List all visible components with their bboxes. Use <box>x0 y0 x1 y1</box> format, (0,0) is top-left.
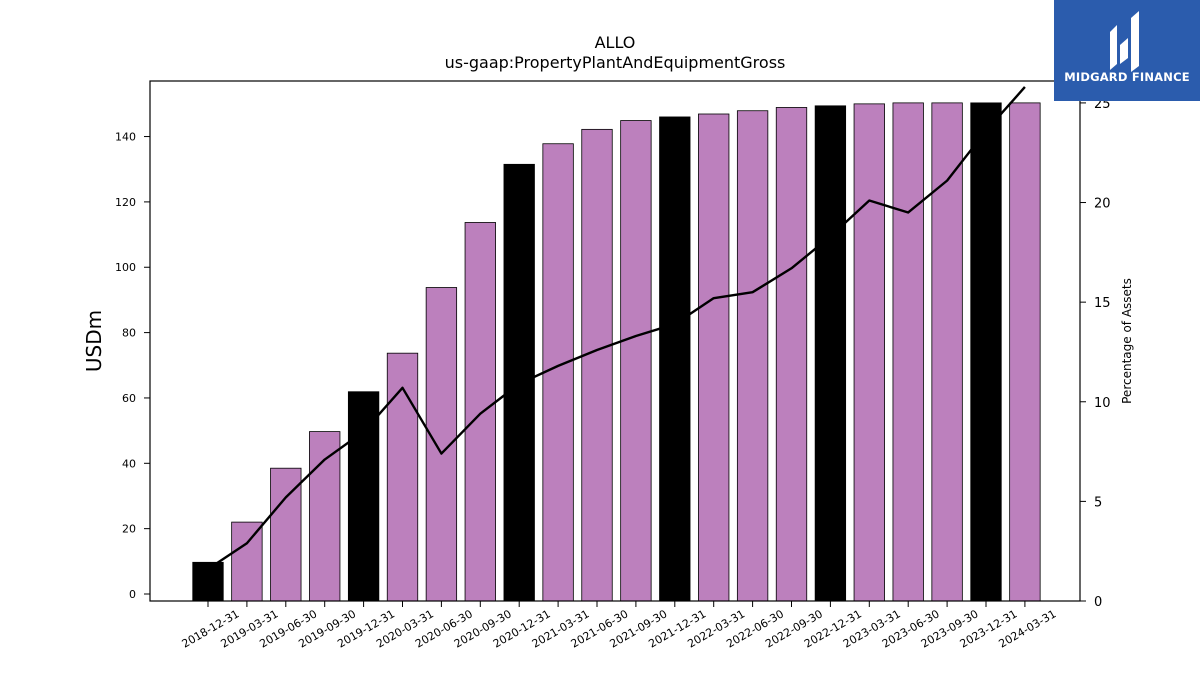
bar-2019-06-30 <box>270 467 302 602</box>
bars-group <box>192 102 1041 602</box>
y2-tick-label: 5 <box>1094 495 1102 510</box>
y2-tick-label: 10 <box>1094 396 1111 411</box>
y-tick-label: 120 <box>115 196 136 209</box>
bar-2019-03-31 <box>231 521 263 602</box>
bar-2021-12-31 <box>659 116 691 602</box>
bar-2024-03-31 <box>1009 102 1041 602</box>
bar-2019-12-31 <box>347 391 380 602</box>
midgard-finance-logo: MIDGARD FINANCE <box>1054 0 1200 101</box>
bar-2023-09-30 <box>931 102 963 602</box>
y2-tick-label: 0 <box>1094 595 1102 610</box>
bar-2023-06-30 <box>892 102 924 602</box>
chart-title: ALLO <box>595 33 636 52</box>
chart-subtitle: us-gaap:PropertyPlantAndEquipmentGross <box>445 53 786 72</box>
bar-2020-03-31 <box>386 352 419 602</box>
y2-tick-label: 20 <box>1094 197 1111 212</box>
bar-2021-03-31 <box>542 143 574 602</box>
bar-2019-09-30 <box>309 431 341 602</box>
y2-axis-label: Percentage of Assets <box>1120 278 1134 404</box>
percentage-line <box>207 86 1026 571</box>
bar-2021-06-30 <box>581 128 613 602</box>
logo-text: MIDGARD FINANCE <box>1064 70 1190 84</box>
y-tick-label: 60 <box>122 392 136 405</box>
bar-2022-09-30 <box>775 107 808 602</box>
y-tick-label: 140 <box>115 131 136 144</box>
plot-frame <box>149 80 1081 602</box>
y-tick-label: 0 <box>129 588 136 601</box>
x-axis: 2018-12-312019-03-312019-06-302019-09-30… <box>180 601 1058 651</box>
bar-2021-09-30 <box>620 120 652 602</box>
bar-2022-06-30 <box>736 110 769 602</box>
line-layer <box>207 86 1026 571</box>
bar-2023-03-31 <box>853 103 885 602</box>
bar-2023-12-31 <box>970 102 1002 602</box>
bar-2022-12-31 <box>814 105 847 602</box>
y-tick-label: 100 <box>115 261 136 274</box>
bar-2022-03-31 <box>698 113 730 602</box>
y-tick-label: 80 <box>122 327 136 340</box>
bar-2020-09-30 <box>464 222 496 602</box>
y-tick-label: 20 <box>122 523 136 536</box>
y2-tick-label: 15 <box>1094 296 1111 311</box>
y-axis-left: 0 20 40 60 80 100 120 140 <box>115 131 150 601</box>
y-axis-label: USDm <box>82 310 106 372</box>
y-tick-label: 40 <box>122 457 136 470</box>
midgard-logo-icon <box>1110 11 1139 72</box>
